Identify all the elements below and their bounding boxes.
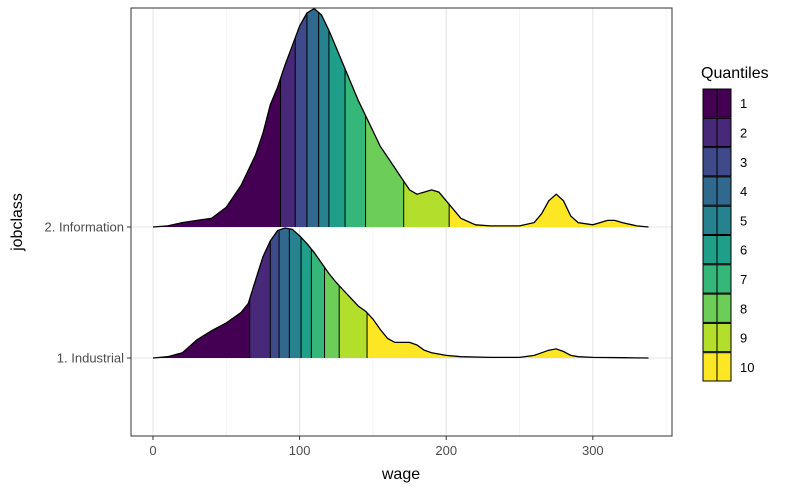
y-tick-label: 1. Industrial xyxy=(57,351,124,366)
x-tick-label: 100 xyxy=(289,443,311,458)
legend-key: 10 xyxy=(702,352,754,382)
legend-label: 9 xyxy=(740,331,747,346)
quantile-band xyxy=(339,285,367,358)
legend-label: 8 xyxy=(740,301,747,316)
legend-label: 1 xyxy=(740,96,747,111)
quantile-band xyxy=(318,12,329,227)
legend-label: 10 xyxy=(740,360,754,375)
quantile-band xyxy=(249,241,271,358)
legend-key: 9 xyxy=(702,322,747,353)
legend-key: 2 xyxy=(702,117,747,148)
ridge-1 xyxy=(152,7,649,228)
density-outline xyxy=(152,7,649,228)
legend-key: 4 xyxy=(702,176,747,206)
axes: 0 100 200 300 1. Industrial 2. Information xyxy=(45,220,604,459)
legend-label: 6 xyxy=(740,243,747,258)
legend-title: Quantiles xyxy=(701,65,769,82)
quantile-band xyxy=(280,37,296,228)
quantile-band xyxy=(324,267,340,358)
quantile-band xyxy=(449,194,649,227)
x-tick-label: 200 xyxy=(435,443,457,458)
legend-label: 4 xyxy=(740,184,747,199)
y-axis-title: jobclass xyxy=(9,193,26,252)
quantile-band xyxy=(153,298,250,358)
quantile-band xyxy=(328,30,346,228)
legend-key: 3 xyxy=(702,147,747,177)
quantile-band xyxy=(279,228,290,358)
legend-key: 8 xyxy=(702,293,747,323)
plot-border xyxy=(130,7,673,437)
legend-key: 7 xyxy=(702,264,747,294)
quantile-band xyxy=(345,68,366,228)
quantile-band xyxy=(295,13,307,227)
quantile-band xyxy=(365,115,404,227)
quantile-band xyxy=(311,249,325,358)
ridge-0 xyxy=(152,227,649,359)
legend-label: 2 xyxy=(740,125,747,140)
x-axis-title: wage xyxy=(381,466,420,483)
legend-key: 1 xyxy=(702,88,747,118)
legend-label: 5 xyxy=(740,213,747,228)
legend-key: 5 xyxy=(702,205,747,235)
legend: Quantiles 1 2 3 4 5 6 7 8 9 10 xyxy=(701,65,769,382)
x-tick-label: 300 xyxy=(582,443,604,458)
quantile-band xyxy=(301,237,312,358)
quantile-band xyxy=(270,230,280,358)
quantile-band xyxy=(367,312,649,358)
ridges xyxy=(152,7,649,359)
quantile-band xyxy=(403,181,450,227)
quantile-band xyxy=(153,78,281,227)
density-outline xyxy=(152,227,649,359)
quantile-band xyxy=(306,8,319,227)
x-tick-label: 0 xyxy=(149,443,156,458)
quantile-band xyxy=(289,228,302,358)
legend-label: 7 xyxy=(740,272,747,287)
legend-label: 3 xyxy=(740,155,747,170)
legend-key: 6 xyxy=(702,235,747,265)
y-tick-label: 2. Information xyxy=(45,220,125,235)
